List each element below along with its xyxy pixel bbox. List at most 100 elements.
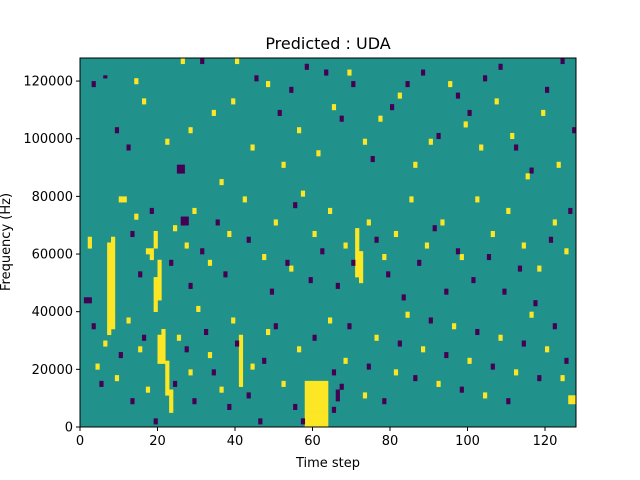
heatmap-cell (289, 86, 294, 91)
heatmap-cell (409, 199, 414, 203)
heatmap-cell (316, 401, 321, 405)
heatmap-cell (142, 98, 147, 102)
heatmap-cell (351, 262, 356, 266)
heatmap-cell (359, 279, 364, 284)
heatmap-cell (107, 288, 112, 292)
heatmap-cell (455, 92, 461, 96)
heatmap-cell (145, 248, 151, 252)
heatmap-cell (428, 141, 433, 145)
heatmap-cell (308, 386, 313, 390)
heatmap-cell (107, 248, 112, 252)
heatmap-cell (130, 401, 135, 405)
heatmap-cell (304, 401, 309, 405)
heatmap-cell (118, 199, 123, 203)
heatmap-cell (374, 239, 379, 243)
heatmap-cell (285, 259, 290, 263)
heatmap-cell (572, 401, 577, 405)
heatmap-cell (331, 369, 337, 373)
heatmap-cell (444, 354, 449, 359)
heatmap-cell (242, 196, 247, 200)
heatmap-cell (238, 383, 244, 387)
heatmap-cell (529, 167, 534, 171)
heatmap-cell (552, 222, 557, 226)
heatmap-cell (107, 328, 112, 333)
heatmap-cell (304, 409, 309, 413)
heatmap-cell (126, 320, 131, 324)
heatmap-cell (401, 294, 406, 298)
heatmap-cell (331, 104, 337, 108)
heatmap-cell (165, 363, 170, 367)
heatmap-cell (452, 326, 457, 330)
heatmap-cell (324, 409, 329, 413)
heatmap-cell (165, 389, 170, 393)
heatmap-cell (107, 314, 112, 318)
heatmap-cell (502, 288, 507, 292)
heatmap-cell (262, 254, 267, 258)
heatmap-cell (382, 401, 387, 405)
heatmap-cell (165, 386, 170, 390)
heatmap-cell (118, 354, 123, 359)
heatmap-cell (165, 138, 170, 142)
heatmap-cell (153, 303, 158, 307)
heatmap-cell (312, 415, 317, 419)
heatmap-cell (479, 144, 484, 148)
heatmap-cell (235, 58, 240, 62)
heatmap-cell (114, 375, 120, 379)
y-tick-label: 100000 (23, 132, 73, 147)
heatmap-cell (126, 317, 131, 321)
heatmap-cell (312, 401, 317, 405)
heatmap-cell (455, 251, 461, 255)
heatmap-cell (568, 398, 573, 402)
heatmap-cell (366, 366, 371, 370)
x-tick-label: 20 (149, 434, 166, 449)
heatmap-cell (514, 372, 519, 376)
heatmap-cell (351, 259, 356, 263)
heatmap-cell (440, 219, 445, 223)
heatmap-cell (304, 66, 309, 70)
heatmap-cell (413, 164, 418, 168)
heatmap-cell (324, 418, 329, 422)
heatmap-cell (153, 418, 158, 422)
heatmap-cell (335, 282, 340, 287)
heatmap-cell (111, 300, 116, 304)
heatmap-cell (572, 130, 577, 134)
heatmap-cell (312, 230, 317, 235)
heatmap-cell (169, 409, 174, 413)
heatmap-cell (246, 392, 251, 396)
heatmap-cell (304, 395, 309, 399)
heatmap-cell (157, 294, 162, 298)
heatmap-cell (149, 207, 154, 212)
heatmap-cell (335, 398, 340, 402)
heatmap-cell (180, 60, 185, 65)
heatmap-cell (138, 271, 143, 275)
heatmap-cell (316, 415, 321, 419)
heatmap-cell (107, 268, 112, 272)
heatmap-cell (161, 343, 166, 347)
heatmap-cell (521, 242, 526, 246)
heatmap-cell (560, 60, 565, 65)
heatmap-cell (347, 72, 352, 76)
heatmap-cell (401, 297, 406, 301)
heatmap-cell (188, 127, 193, 131)
x-tick-label: 60 (304, 434, 321, 449)
heatmap-cell (467, 360, 472, 364)
heatmap-cell (304, 63, 309, 67)
heatmap-cell (308, 421, 313, 425)
heatmap-cell (331, 406, 337, 410)
heatmap-cell (111, 305, 116, 310)
heatmap-cell (269, 291, 275, 295)
heatmap-cell (111, 254, 116, 258)
heatmap-cell (134, 213, 139, 217)
heatmap-cell (235, 60, 240, 65)
heatmap-cell (169, 406, 174, 410)
heatmap-cell (165, 383, 170, 387)
heatmap-cell (397, 343, 402, 347)
heatmap-cell (355, 262, 360, 266)
heatmap-cell (254, 78, 259, 82)
heatmap-cell (572, 127, 577, 131)
heatmap-cell (153, 239, 158, 243)
heatmap-cell (300, 193, 306, 197)
heatmap-cell (157, 282, 162, 287)
heatmap-cell (145, 386, 151, 390)
y-tick-label: 60000 (32, 248, 73, 263)
